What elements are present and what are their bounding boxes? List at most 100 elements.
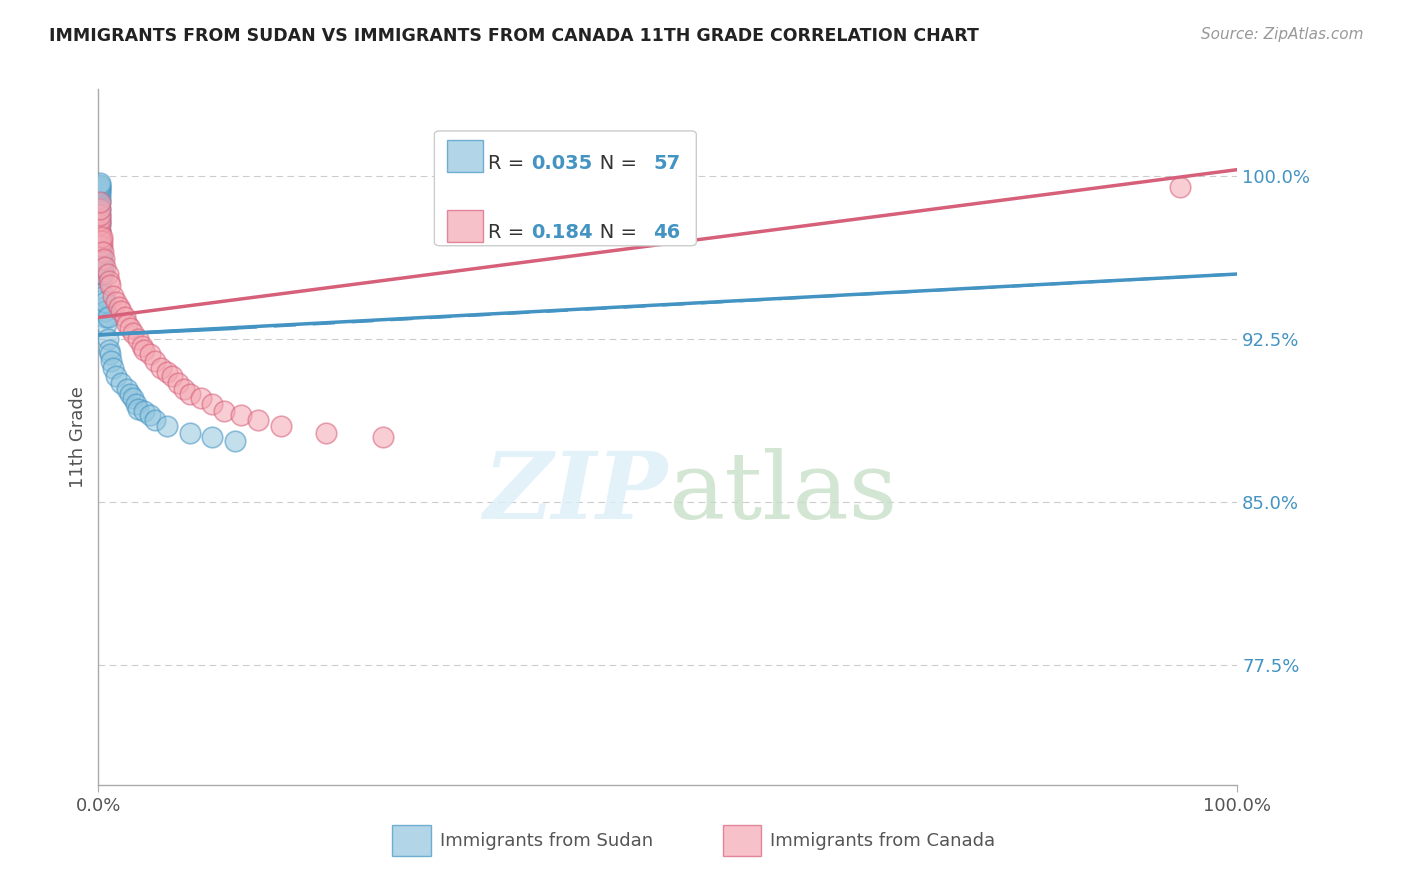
- Point: [162, 369, 184, 384]
- Point: [229, 409, 252, 423]
- Point: [224, 434, 246, 449]
- Point: [120, 386, 142, 401]
- Point: [90, 252, 112, 266]
- Point: [89, 227, 111, 242]
- Point: [90, 260, 112, 275]
- Point: [156, 365, 179, 379]
- Text: atlas: atlas: [668, 448, 897, 538]
- Point: [103, 360, 125, 375]
- Point: [179, 425, 201, 440]
- Point: [96, 332, 118, 346]
- Text: N =: N =: [581, 154, 644, 173]
- Point: [91, 245, 114, 260]
- Point: [89, 230, 111, 244]
- Point: [132, 404, 155, 418]
- Point: [89, 178, 111, 192]
- Point: [150, 360, 173, 375]
- Point: [90, 239, 112, 253]
- Text: N =: N =: [581, 224, 644, 243]
- Point: [89, 256, 111, 270]
- FancyBboxPatch shape: [392, 825, 432, 856]
- Point: [1170, 180, 1192, 194]
- Point: [104, 295, 127, 310]
- Point: [212, 404, 235, 418]
- Point: [201, 397, 224, 411]
- Point: [89, 185, 111, 199]
- Point: [90, 230, 112, 244]
- Point: [91, 260, 114, 275]
- Point: [371, 430, 394, 444]
- Point: [127, 401, 149, 416]
- Point: [89, 223, 111, 237]
- Point: [90, 274, 112, 288]
- Point: [156, 419, 179, 434]
- Text: Immigrants from Canada: Immigrants from Canada: [770, 831, 995, 849]
- Point: [90, 267, 112, 281]
- Point: [89, 212, 111, 227]
- Point: [97, 343, 120, 357]
- Point: [89, 208, 111, 222]
- Point: [89, 217, 111, 231]
- Point: [179, 386, 201, 401]
- Point: [98, 277, 121, 292]
- Point: [94, 260, 117, 275]
- Point: [114, 310, 136, 325]
- Point: [89, 239, 111, 253]
- Point: [103, 289, 125, 303]
- Point: [90, 260, 112, 275]
- Point: [89, 235, 111, 249]
- FancyBboxPatch shape: [447, 210, 484, 242]
- Point: [190, 391, 212, 405]
- Point: [90, 239, 112, 253]
- Point: [89, 195, 111, 210]
- Point: [110, 304, 132, 318]
- Point: [89, 186, 111, 201]
- Point: [270, 419, 292, 434]
- Point: [115, 382, 138, 396]
- Point: [90, 252, 112, 266]
- Point: [93, 289, 115, 303]
- Point: [89, 202, 111, 216]
- Text: 57: 57: [652, 154, 681, 173]
- Point: [96, 267, 118, 281]
- Point: [110, 376, 132, 390]
- Point: [89, 180, 111, 194]
- Point: [132, 343, 155, 357]
- Point: [93, 252, 115, 266]
- Point: [138, 347, 160, 361]
- Text: Source: ZipAtlas.com: Source: ZipAtlas.com: [1201, 27, 1364, 42]
- Point: [120, 321, 142, 335]
- Text: R =: R =: [488, 154, 530, 173]
- FancyBboxPatch shape: [723, 825, 761, 856]
- Point: [89, 235, 111, 249]
- Point: [121, 391, 143, 405]
- Text: R =: R =: [488, 224, 530, 243]
- Point: [90, 256, 112, 270]
- Point: [145, 413, 167, 427]
- Point: [93, 300, 115, 314]
- Point: [96, 310, 118, 325]
- Point: [100, 354, 122, 368]
- Text: 0.035: 0.035: [531, 154, 592, 173]
- Point: [145, 354, 167, 368]
- Point: [89, 230, 111, 244]
- Point: [98, 347, 121, 361]
- Point: [167, 376, 190, 390]
- Point: [131, 339, 153, 353]
- Point: [90, 245, 112, 260]
- Point: [89, 191, 111, 205]
- Text: 46: 46: [652, 224, 681, 243]
- Point: [89, 195, 111, 210]
- FancyBboxPatch shape: [434, 131, 696, 245]
- Point: [89, 202, 111, 216]
- Point: [94, 295, 117, 310]
- Point: [91, 267, 114, 281]
- Point: [115, 317, 138, 331]
- Point: [89, 182, 111, 196]
- Point: [108, 300, 131, 314]
- Point: [104, 369, 127, 384]
- Point: [96, 317, 118, 331]
- Text: Immigrants from Sudan: Immigrants from Sudan: [440, 831, 654, 849]
- Y-axis label: 11th Grade: 11th Grade: [69, 386, 87, 488]
- Point: [90, 235, 112, 249]
